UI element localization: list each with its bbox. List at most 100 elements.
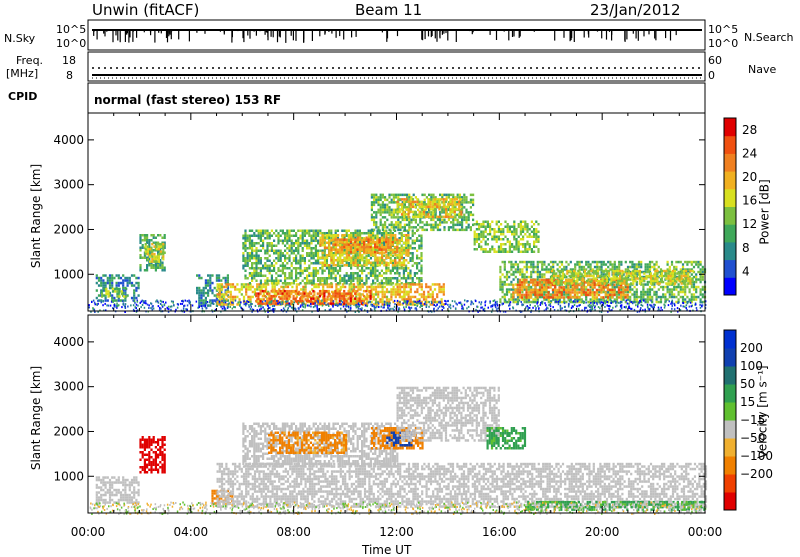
data-cell bbox=[662, 286, 664, 289]
data-cell bbox=[519, 268, 521, 271]
data-cell bbox=[361, 277, 363, 280]
data-cell bbox=[245, 286, 247, 289]
data-cell bbox=[234, 296, 236, 299]
data-cell bbox=[116, 284, 118, 287]
data-cell bbox=[383, 255, 385, 258]
data-cell bbox=[678, 298, 680, 301]
data-cell bbox=[656, 293, 658, 296]
data-cell bbox=[262, 302, 264, 305]
data-cell bbox=[439, 219, 441, 222]
data-cell bbox=[387, 267, 389, 270]
data-cell bbox=[111, 294, 113, 297]
data-cell bbox=[603, 261, 605, 264]
data-cell bbox=[535, 301, 537, 304]
data-cell bbox=[508, 298, 510, 301]
data-cell bbox=[343, 292, 345, 295]
data-cell bbox=[470, 199, 472, 202]
data-cell bbox=[277, 240, 279, 243]
data-cell bbox=[658, 301, 660, 304]
data-cell bbox=[472, 194, 474, 197]
data-cell bbox=[427, 206, 429, 209]
data-cell bbox=[244, 260, 246, 263]
data-cell bbox=[264, 232, 266, 235]
data-cell bbox=[249, 257, 251, 260]
data-cell bbox=[359, 257, 361, 260]
data-cell bbox=[408, 219, 410, 222]
data-cell bbox=[306, 240, 308, 243]
data-cell bbox=[524, 221, 526, 224]
data-cell bbox=[102, 279, 104, 282]
data-cell bbox=[149, 260, 151, 263]
data-cell bbox=[395, 296, 397, 299]
data-cell bbox=[310, 272, 312, 275]
data-cell bbox=[675, 261, 677, 264]
data-cell bbox=[673, 286, 675, 289]
data-cell bbox=[251, 255, 253, 258]
data-cell bbox=[491, 246, 493, 249]
data-cell bbox=[520, 243, 522, 246]
data-cell bbox=[247, 262, 249, 265]
data-cell bbox=[109, 282, 111, 285]
data-cell bbox=[416, 216, 418, 219]
data-cell bbox=[522, 238, 524, 241]
data-cell bbox=[198, 287, 200, 290]
data-cell bbox=[354, 246, 356, 249]
data-cell bbox=[124, 299, 126, 302]
data-cell bbox=[258, 272, 260, 275]
data-cell bbox=[350, 234, 352, 237]
data-cell bbox=[354, 251, 356, 254]
data-cell bbox=[328, 230, 330, 233]
data-cell bbox=[144, 269, 146, 272]
data-cell bbox=[482, 248, 484, 251]
data-cell bbox=[517, 298, 519, 301]
data-cell bbox=[541, 276, 543, 279]
data-cell bbox=[306, 300, 308, 303]
data-cell bbox=[472, 219, 474, 222]
data-cell bbox=[310, 275, 312, 278]
data-cell bbox=[290, 292, 292, 295]
data-cell bbox=[352, 243, 354, 246]
data-cell bbox=[414, 211, 416, 214]
data-cell bbox=[399, 194, 401, 197]
data-cell bbox=[513, 263, 515, 266]
data-cell bbox=[519, 273, 521, 276]
data-cell bbox=[414, 291, 416, 294]
data-cell bbox=[304, 292, 306, 295]
data-cell bbox=[458, 213, 460, 216]
data-cell bbox=[388, 201, 390, 204]
data-cell bbox=[463, 199, 465, 202]
data-cell bbox=[310, 297, 312, 300]
data-cell bbox=[502, 261, 504, 264]
data-cell bbox=[386, 211, 388, 214]
data-cell bbox=[244, 232, 246, 235]
data-cell bbox=[319, 267, 321, 270]
data-cell bbox=[363, 246, 365, 249]
data-cell bbox=[386, 298, 388, 301]
data-cell bbox=[280, 230, 282, 233]
data-cell bbox=[403, 283, 405, 286]
data-cell bbox=[545, 281, 547, 284]
data-cell bbox=[420, 265, 422, 268]
data-cell bbox=[570, 261, 572, 264]
data-cell bbox=[293, 230, 295, 233]
data-cell bbox=[550, 286, 552, 289]
data-cell bbox=[313, 272, 315, 275]
data-cell bbox=[460, 216, 462, 219]
data-cell bbox=[550, 284, 552, 287]
data-cell bbox=[410, 198, 412, 201]
data-cell bbox=[271, 275, 273, 278]
data-cell bbox=[225, 283, 227, 286]
data-cell bbox=[348, 240, 350, 243]
data-cell bbox=[697, 296, 699, 299]
data-cell bbox=[647, 298, 649, 301]
data-cell bbox=[253, 275, 255, 278]
noise-lines bbox=[92, 30, 702, 43]
data-cell bbox=[491, 221, 493, 224]
data-cell bbox=[432, 216, 434, 219]
data-cell bbox=[372, 272, 374, 275]
data-cell bbox=[277, 275, 279, 278]
data-cell bbox=[264, 275, 266, 278]
data-cell bbox=[230, 286, 232, 289]
data-cell bbox=[339, 238, 341, 241]
data-cell bbox=[583, 286, 585, 289]
